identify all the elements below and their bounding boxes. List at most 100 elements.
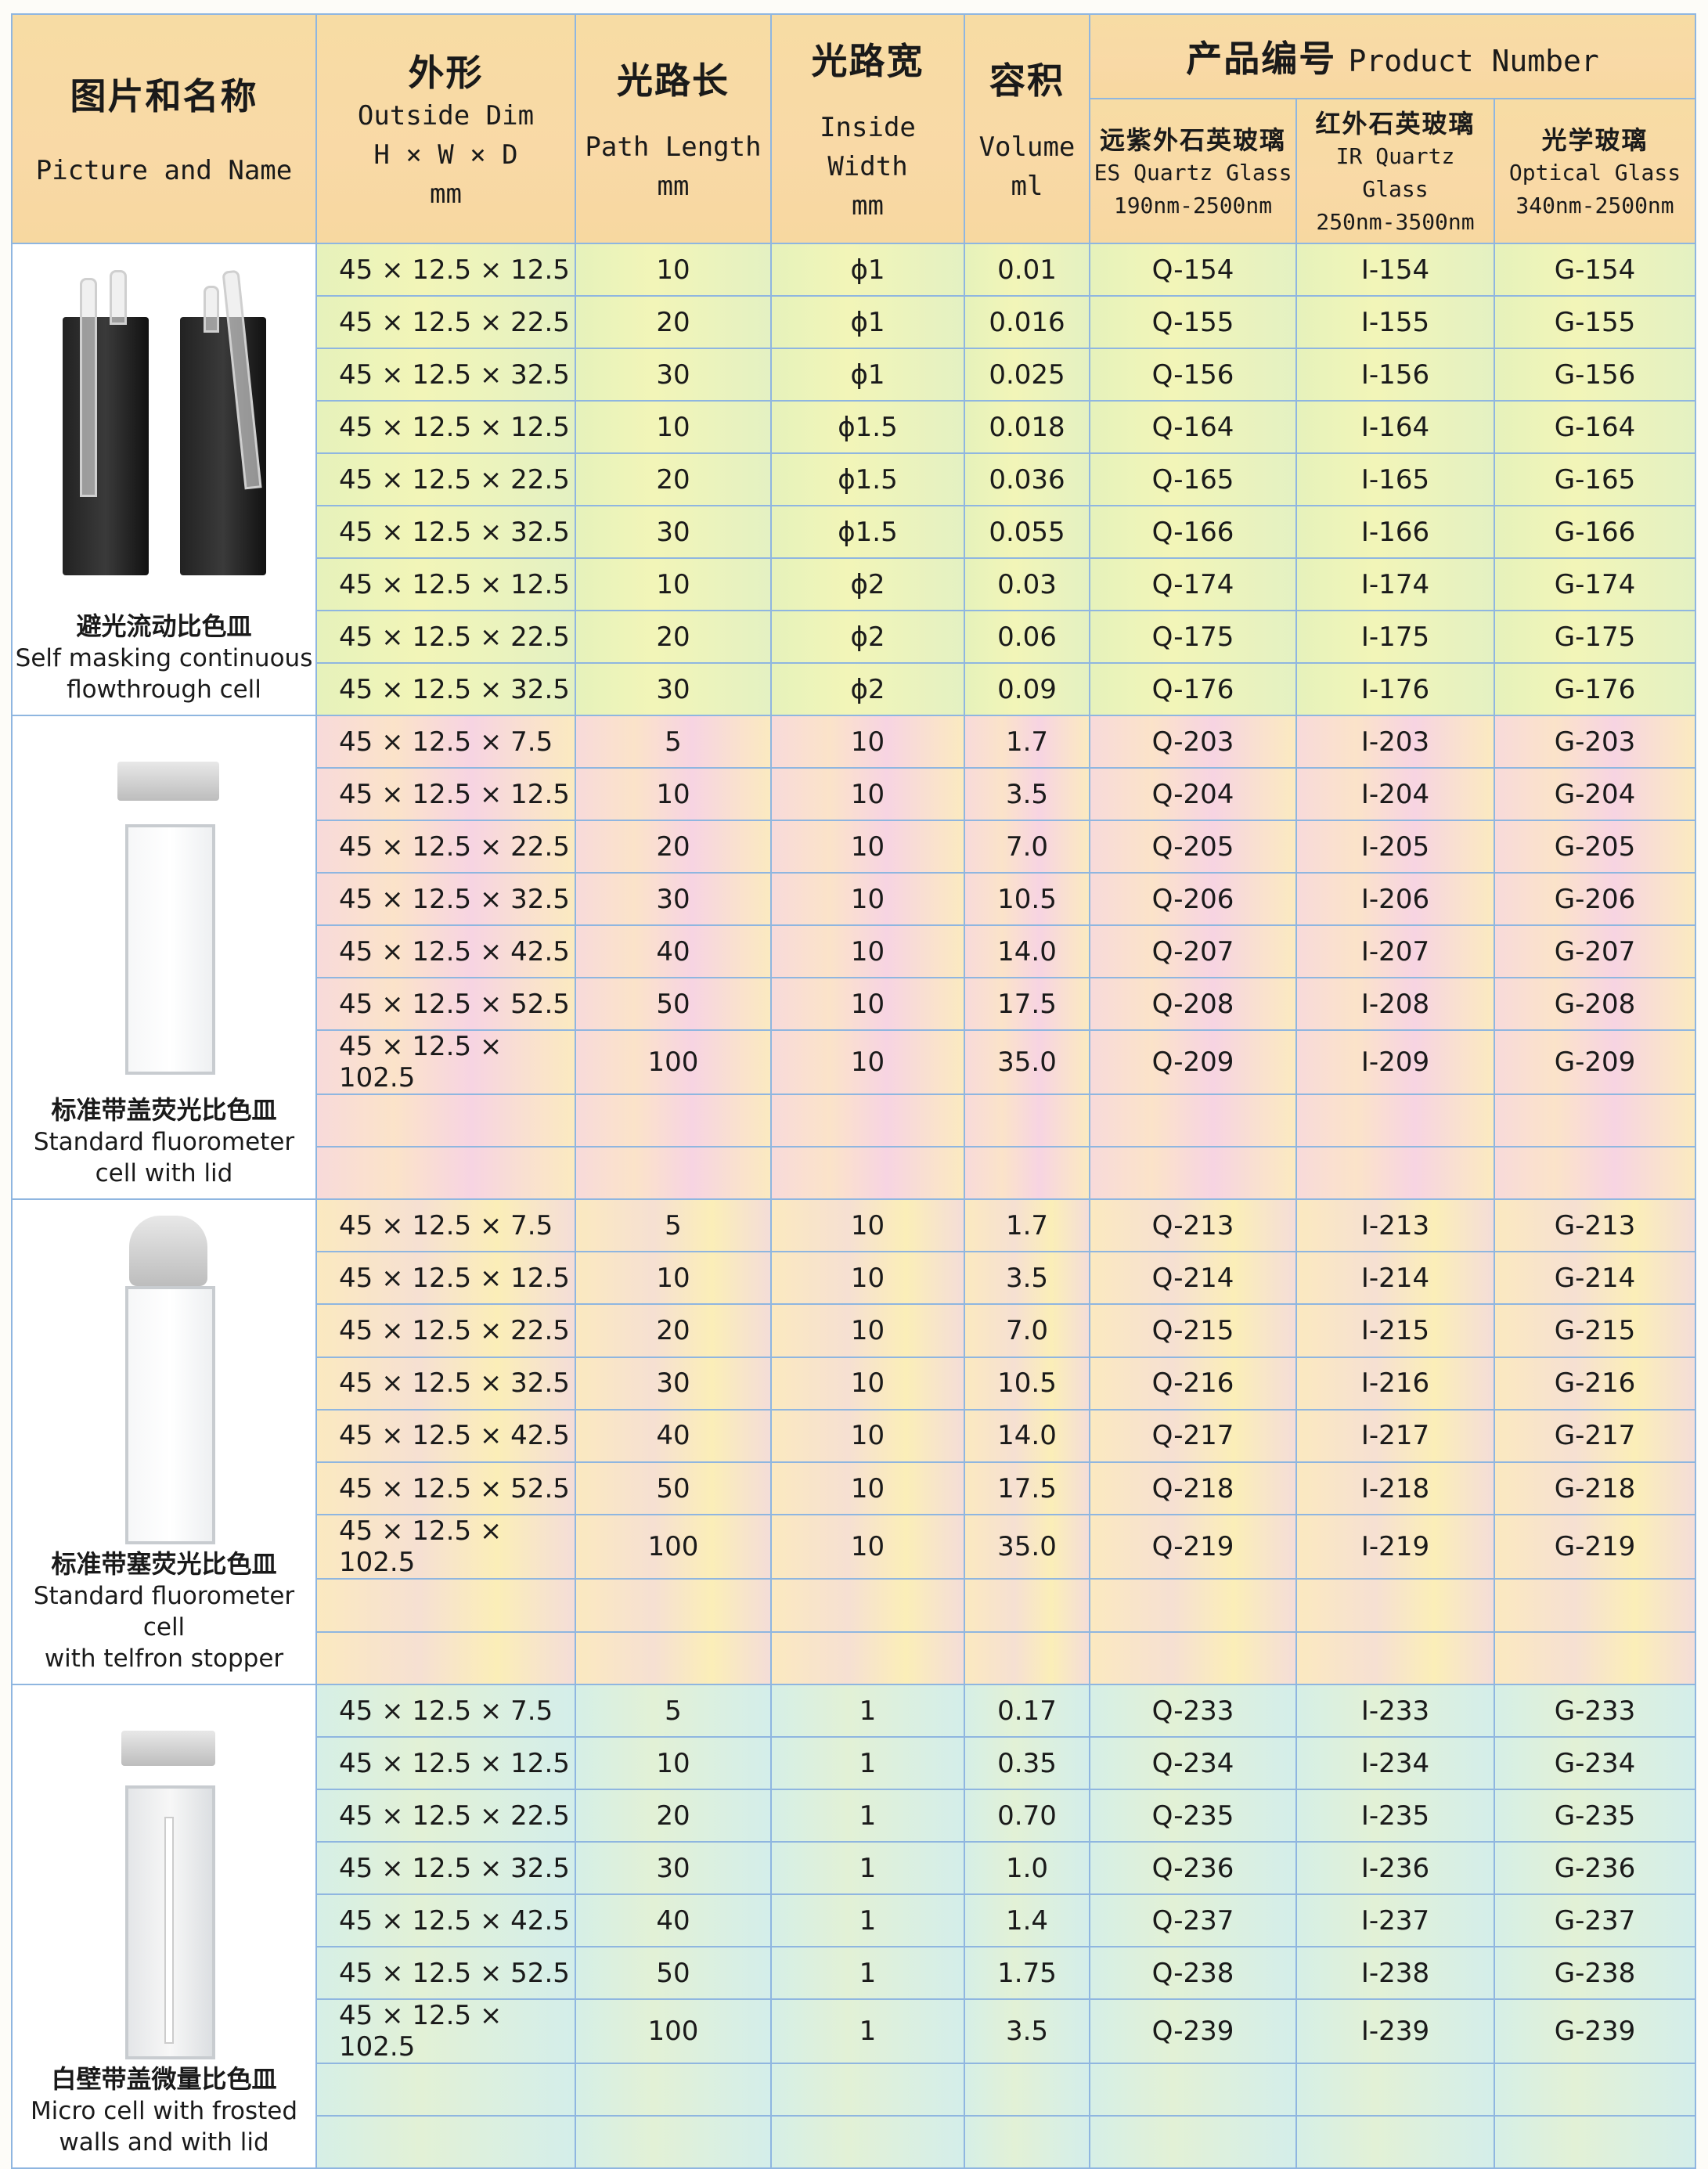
ir-quartz-number-cell: I-237 — [1295, 1893, 1495, 1947]
es-quartz-number-cell: Q-216 — [1089, 1356, 1297, 1411]
es-quartz-number-cell: Q-166 — [1089, 505, 1297, 559]
dimension-cell: 45 × 12.5 × 32.5 — [315, 872, 576, 926]
es-quartz-number-cell: Q-237 — [1089, 1893, 1297, 1947]
header-unit: mm — [657, 170, 690, 202]
optical-glass-number-cell: G-213 — [1493, 1198, 1697, 1253]
header-en: IR Quartz Glass — [1335, 142, 1455, 202]
es-quartz-number-cell — [1089, 1578, 1297, 1633]
product-picture-name: 标准带塞荧光比色皿 Standard fluorometer cell with t… — [11, 1198, 317, 1685]
volume-cell: 1.0 — [964, 1841, 1090, 1895]
es-quartz-number-cell: Q-156 — [1089, 348, 1297, 402]
header-en: Optical Glass — [1508, 159, 1681, 186]
optical-glass-number-cell: G-218 — [1493, 1461, 1697, 1516]
es-quartz-number-cell — [1089, 2115, 1297, 2169]
volume-cell: 0.06 — [964, 610, 1090, 664]
path-length-cell: 10 — [575, 767, 772, 821]
inside-width-cell: 1 — [770, 1998, 965, 2064]
product-name-en: cell with lid — [95, 1159, 233, 1187]
header-zh: 光学玻璃 — [1541, 124, 1649, 155]
table-row — [12, 1630, 1697, 1686]
optical-glass-number-cell: G-164 — [1493, 400, 1697, 454]
es-quartz-number-cell: Q-154 — [1089, 243, 1297, 297]
table-row: 45 × 12.5 × 22.5 20 1 0.70 Q-235 I-235 G-235 — [12, 1789, 1697, 1843]
ir-quartz-number-cell — [1295, 2063, 1495, 2117]
product-name-en: Standard fluorometer cell — [33, 1582, 295, 1641]
ir-quartz-number-cell: I-209 — [1295, 1029, 1495, 1095]
inside-width-cell: ϕ1 — [770, 295, 965, 349]
dimension-cell: 45 × 12.5 × 102.5 — [315, 1514, 576, 1580]
header-en: Picture and Name — [35, 154, 293, 186]
es-quartz-number-cell: Q-215 — [1089, 1303, 1297, 1358]
path-length-cell: 50 — [575, 977, 772, 1031]
header-zh: 图片和名称 — [70, 74, 258, 117]
optical-glass-number-cell: G-239 — [1493, 1998, 1697, 2064]
ir-quartz-number-cell — [1295, 1630, 1495, 1686]
optical-glass-number-cell — [1493, 2063, 1697, 2117]
cuvette-illustration — [31, 746, 297, 1090]
es-quartz-number-cell: Q-207 — [1089, 924, 1297, 978]
ir-quartz-number-cell: I-233 — [1295, 1684, 1495, 1738]
inside-width-cell: ϕ1 — [770, 243, 965, 297]
volume-cell: 0.016 — [964, 295, 1090, 349]
black-cuvette-image — [62, 317, 149, 575]
path-length-cell — [575, 1146, 772, 1200]
es-quartz-number-cell: Q-205 — [1089, 820, 1297, 874]
optical-glass-number-cell: G-203 — [1493, 715, 1697, 769]
table-row: 45 × 12.5 × 52.5 50 10 17.5 Q-218 I-218 G-218 — [12, 1461, 1697, 1516]
optical-glass-number-cell: G-175 — [1493, 610, 1697, 664]
ir-quartz-number-cell: I-219 — [1295, 1514, 1495, 1580]
path-length-cell: 5 — [575, 1684, 772, 1738]
optical-glass-number-cell: G-156 — [1493, 348, 1697, 402]
product-name-zh: 标准带盖荧光比色皿 — [51, 1095, 277, 1125]
header-zh: 远紫外石英玻璃 — [1099, 124, 1286, 155]
dimension-cell: 45 × 12.5 × 7.5 — [315, 715, 576, 769]
ir-quartz-number-cell: I-216 — [1295, 1356, 1495, 1411]
dimension-cell: 45 × 12.5 × 12.5 — [315, 1251, 576, 1306]
path-length-cell: 30 — [575, 872, 772, 926]
volume-cell — [964, 1578, 1090, 1633]
header-en: Inside Width — [820, 111, 916, 182]
inside-width-cell: ϕ2 — [770, 557, 965, 611]
ir-quartz-number-cell — [1295, 2115, 1495, 2169]
dimension-cell — [315, 2115, 576, 2169]
path-length-cell: 100 — [575, 1998, 772, 2064]
inside-width-cell: 10 — [770, 872, 965, 926]
inside-width-cell: 10 — [770, 924, 965, 978]
inside-width-cell: 1 — [770, 1841, 965, 1895]
inside-width-cell: 10 — [770, 1303, 965, 1358]
table-row: 45 × 12.5 × 102.5 100 10 35.0 Q-209 I-209 G-20… — [12, 1029, 1697, 1095]
lid-image — [117, 762, 219, 801]
es-quartz-number-cell: Q-174 — [1089, 557, 1297, 611]
optical-glass-number-cell: G-234 — [1493, 1736, 1697, 1790]
header-zh: 红外石英玻璃 — [1315, 108, 1476, 139]
inside-width-cell: ϕ2 — [770, 662, 965, 716]
header-unit: ml — [1011, 170, 1043, 202]
table-row: 45 × 12.5 × 32.5 30 ϕ1.5 0.055 Q-166 I-166 G-1… — [12, 505, 1697, 559]
inside-width-cell: 10 — [770, 1356, 965, 1411]
volume-cell — [964, 1146, 1090, 1200]
inside-width-cell: ϕ1.5 — [770, 452, 965, 506]
tube-image — [203, 286, 219, 333]
inside-width-cell: 10 — [770, 1198, 965, 1253]
header-zh: 产品编号 — [1186, 38, 1337, 80]
table-row: 45 × 12.5 × 52.5 50 1 1.75 Q-238 I-238 G-238 — [12, 1946, 1697, 2000]
es-quartz-number-cell: Q-233 — [1089, 1684, 1297, 1738]
table-row: 45 × 12.5 × 12.5 10 1 0.35 Q-234 I-234 G-234 — [12, 1736, 1697, 1790]
volume-cell: 0.35 — [964, 1736, 1090, 1790]
volume-cell: 0.01 — [964, 243, 1090, 297]
header-unit: mm — [852, 189, 884, 222]
ir-quartz-number-cell: I-207 — [1295, 924, 1495, 978]
ir-quartz-number-cell: I-203 — [1295, 715, 1495, 769]
header-en: ES Quartz Glass — [1094, 159, 1292, 186]
es-quartz-number-cell: Q-218 — [1089, 1461, 1297, 1516]
es-quartz-number-cell: Q-219 — [1089, 1514, 1297, 1580]
product-name-en: Self masking continuous — [15, 644, 313, 672]
es-quartz-number-cell: Q-239 — [1089, 1998, 1297, 2064]
ir-quartz-number-cell: I-174 — [1295, 557, 1495, 611]
optical-glass-number-cell — [1493, 1630, 1697, 1686]
path-length-cell: 100 — [575, 1029, 772, 1095]
optical-glass-number-cell: G-204 — [1493, 767, 1697, 821]
table-row: 45 × 12.5 × 22.5 20 ϕ2 0.06 Q-175 I-175 G-175 — [12, 610, 1697, 664]
product-name-en: walls and with lid — [59, 2128, 269, 2156]
optical-glass-number-cell: G-236 — [1493, 1841, 1697, 1895]
